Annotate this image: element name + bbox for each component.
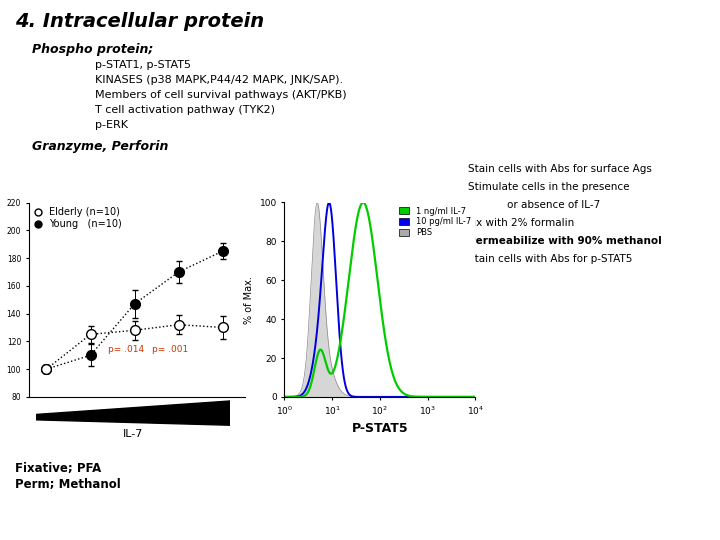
Text: p-ERK: p-ERK — [95, 120, 128, 130]
Text: Phospho protein;: Phospho protein; — [32, 43, 153, 56]
Text: KINASES (p38 MAPK,P44/42 MAPK, JNK/SAP).: KINASES (p38 MAPK,P44/42 MAPK, JNK/SAP). — [95, 75, 343, 85]
Text: Fix with 2% formalin: Fix with 2% formalin — [468, 218, 575, 228]
Text: Granzyme, Perforin: Granzyme, Perforin — [32, 140, 168, 153]
Text: p= .001: p= .001 — [152, 346, 188, 354]
Legend: Elderly (n=10), Young   (n=10): Elderly (n=10), Young (n=10) — [34, 207, 122, 230]
Text: Perm; Methanol: Perm; Methanol — [15, 478, 121, 491]
Text: 4. Intracellular protein: 4. Intracellular protein — [15, 12, 264, 31]
Text: p= .014: p= .014 — [108, 346, 144, 354]
Text: Fixative; PFA: Fixative; PFA — [15, 462, 102, 475]
Legend: 1 ng/ml IL-7, 10 pg/ml IL-7, PBS: 1 ng/ml IL-7, 10 pg/ml IL-7, PBS — [399, 207, 471, 237]
Text: T cell activation pathway (TYK2): T cell activation pathway (TYK2) — [95, 105, 275, 115]
Text: Stain cells with Abs for p-STAT5: Stain cells with Abs for p-STAT5 — [468, 254, 632, 264]
Text: Stain cells with Abs for surface Ags: Stain cells with Abs for surface Ags — [468, 164, 652, 174]
Text: Stimulate cells in the presence: Stimulate cells in the presence — [468, 182, 629, 192]
Text: p-STAT1, p-STAT5: p-STAT1, p-STAT5 — [95, 60, 191, 70]
Text: IL-7: IL-7 — [123, 429, 143, 440]
Polygon shape — [36, 401, 230, 426]
Text: or absence of IL-7: or absence of IL-7 — [468, 200, 600, 210]
X-axis label: P-STAT5: P-STAT5 — [351, 422, 408, 435]
Y-axis label: % of Max.: % of Max. — [244, 276, 254, 323]
Text: Members of cell survival pathways (AKT/PKB): Members of cell survival pathways (AKT/P… — [95, 90, 346, 100]
Text: Permeabilize with 90% methanol: Permeabilize with 90% methanol — [468, 236, 662, 246]
